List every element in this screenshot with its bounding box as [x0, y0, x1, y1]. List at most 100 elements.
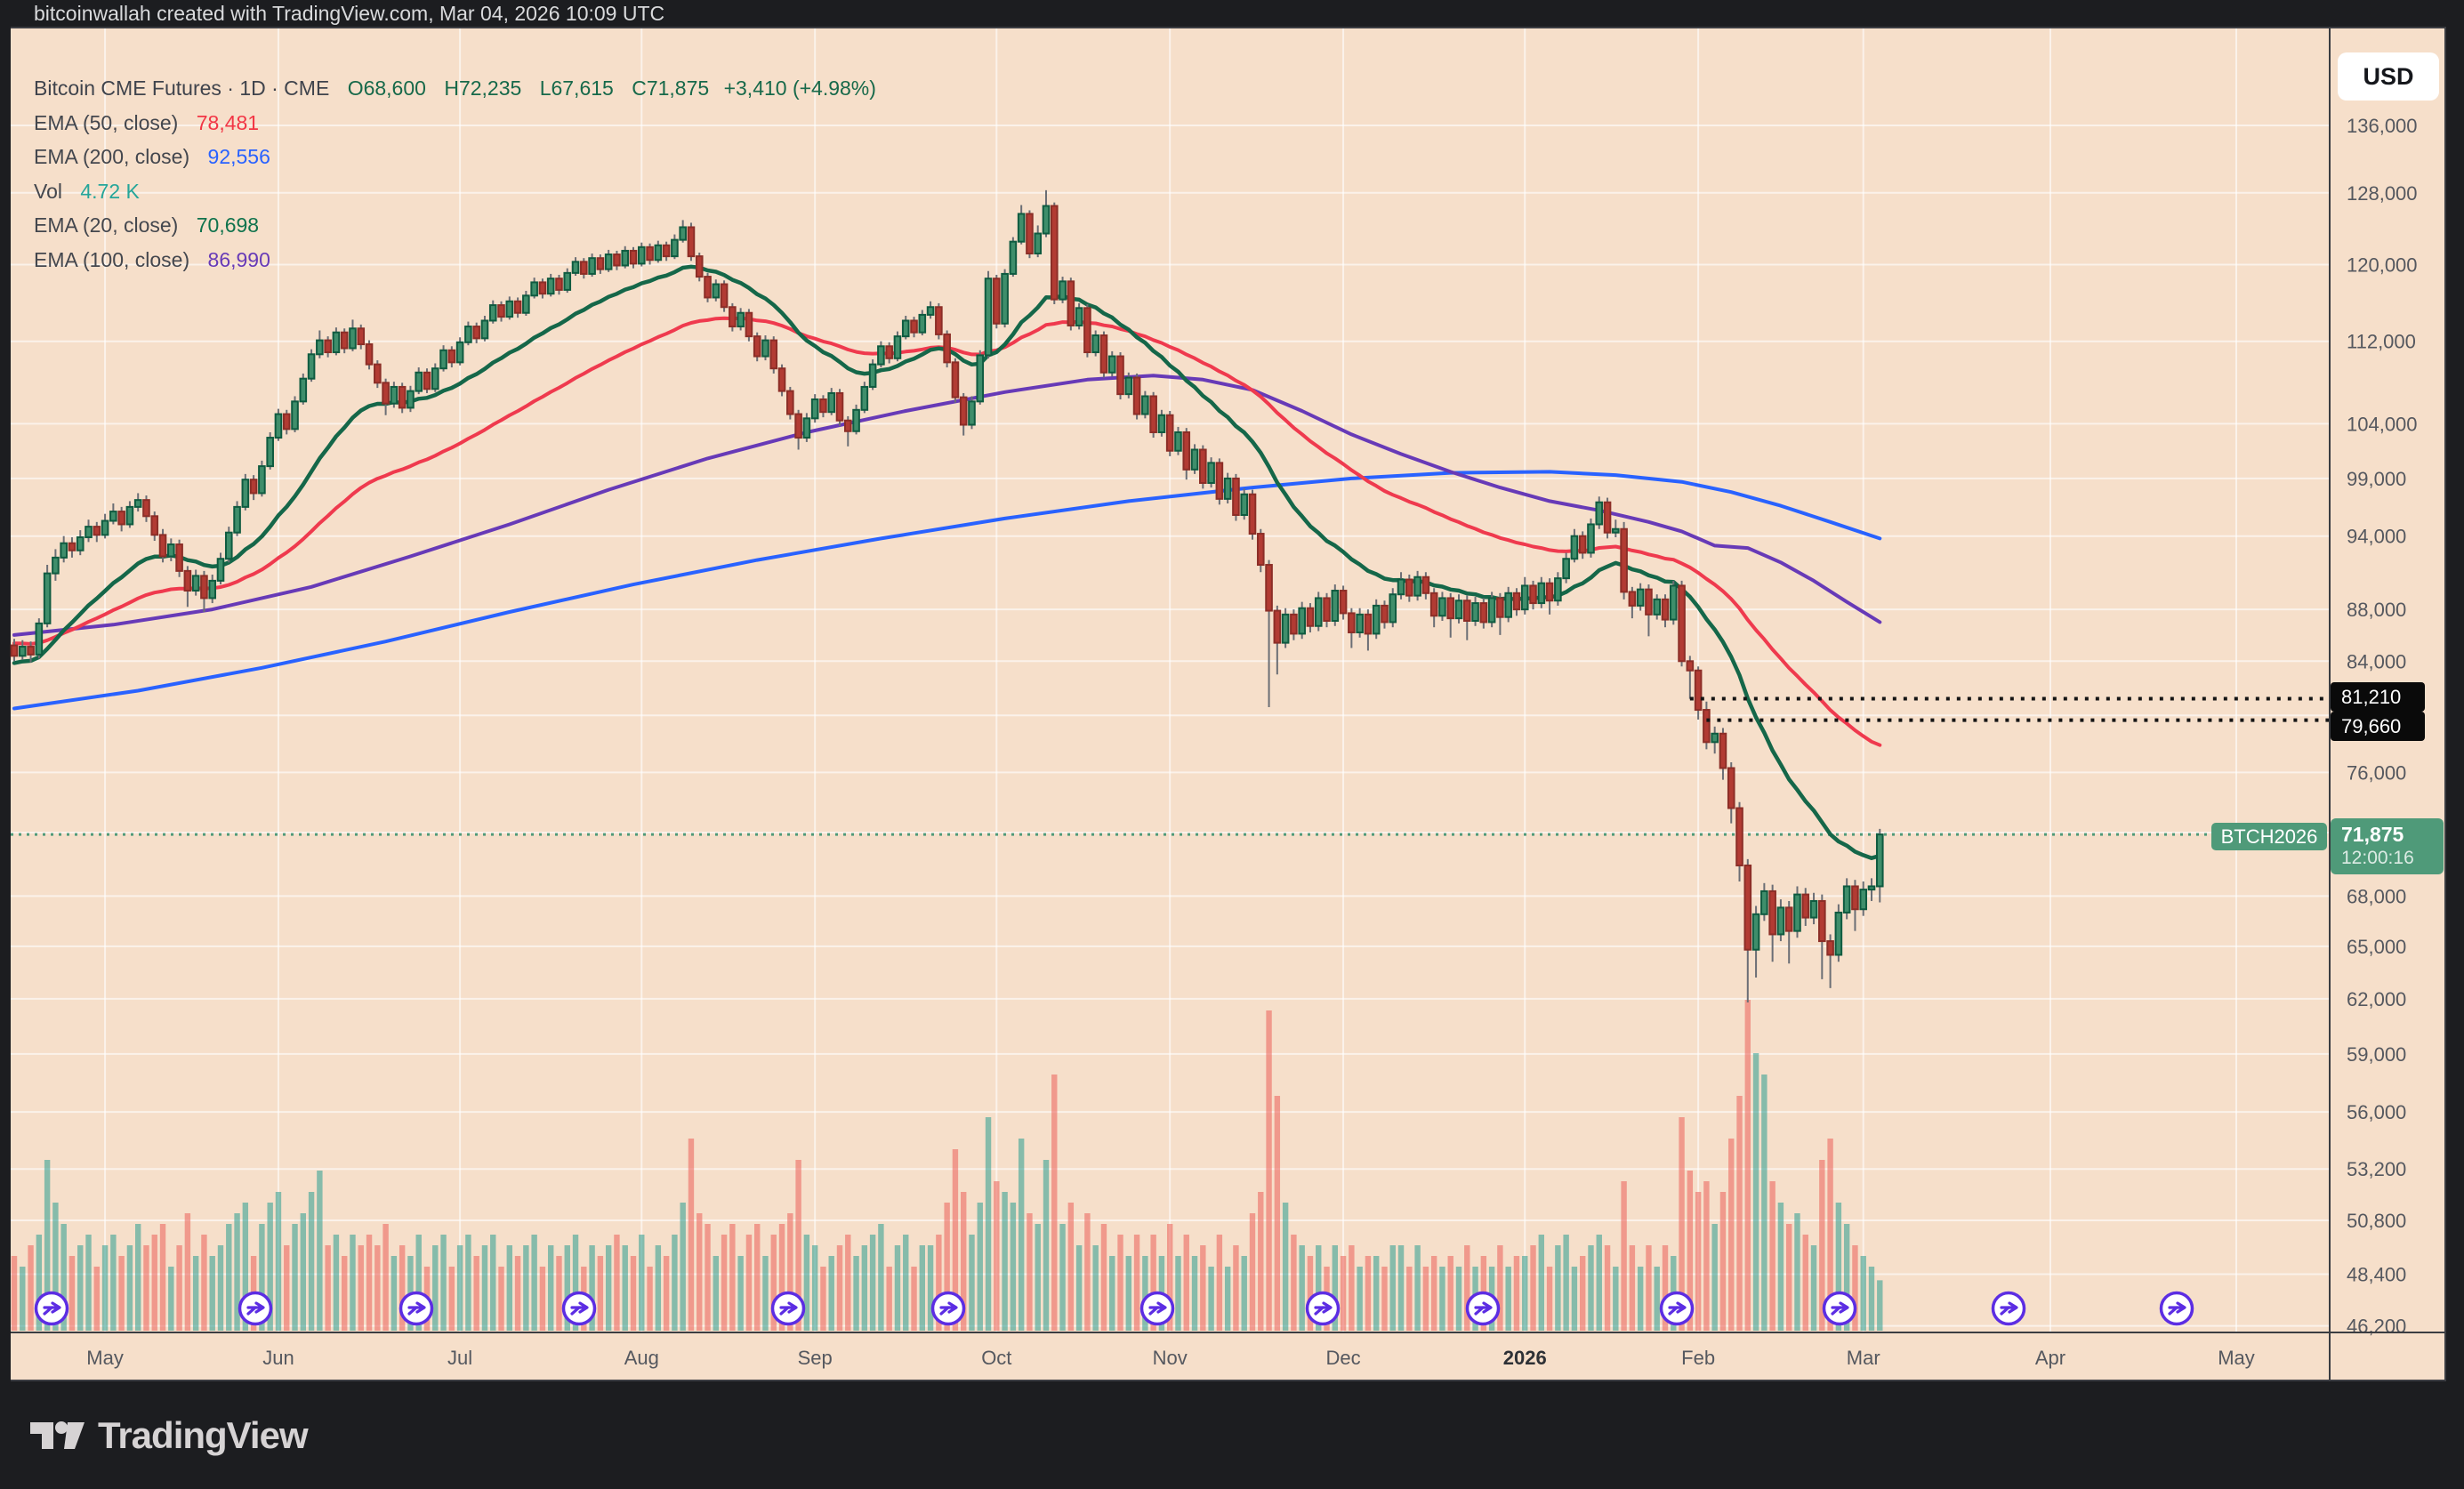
price-axis-label: 76,000 [2347, 761, 2406, 784]
candle-body [777, 367, 786, 392]
volume-bar [1332, 1245, 1338, 1331]
volume-bar [1406, 1267, 1413, 1331]
candle-body [1165, 414, 1174, 452]
candle-body [1389, 593, 1397, 624]
volume-bar [1464, 1245, 1470, 1331]
indicator-row-ema200[interactable]: EMA (200, close) 92,556 [34, 145, 270, 168]
candle-body [1661, 598, 1670, 621]
volume-bar [1695, 1192, 1702, 1331]
candle-body [1075, 307, 1083, 326]
chart-background [11, 27, 2446, 1380]
candle-body [538, 281, 547, 295]
candle-body [893, 335, 902, 359]
candle-body [629, 249, 638, 265]
price-axis-label: 84,000 [2347, 650, 2406, 672]
volume-bar [415, 1235, 422, 1331]
volume-bar [1786, 1224, 1792, 1331]
contract-roll-icon[interactable] [1305, 1291, 1341, 1326]
volume-bar [440, 1235, 447, 1331]
volume-bar [1637, 1267, 1644, 1331]
title-bar: bitcoinwallah created with TradingView.c… [0, 0, 2464, 27]
volume-bar [1868, 1267, 1875, 1331]
contract-roll-icon[interactable] [930, 1291, 966, 1326]
volume-bar [1109, 1256, 1115, 1331]
tradingview-logo[interactable]: TradingView [30, 1414, 309, 1457]
volume-bar [1084, 1213, 1091, 1331]
price-flag-81210[interactable]: 81,210 [2331, 682, 2425, 712]
volume-bar [60, 1224, 67, 1331]
symbol-row[interactable]: Bitcoin CME Futures · 1D · CME O68,600 H… [34, 71, 876, 106]
candle-body [1496, 597, 1504, 618]
candle-body [704, 276, 712, 299]
time-axis[interactable]: May Jun Jul Aug Sep Oct Nov Dec 2026 Feb Mar Apr May [86, 1347, 2254, 1369]
volume-bar [1580, 1256, 1586, 1331]
contract-roll-icon[interactable] [770, 1291, 806, 1326]
contract-roll-icon[interactable] [34, 1291, 69, 1326]
price-axis[interactable]: 136,000 128,000 120,000 112,000 104,000 99,00… [2347, 115, 2418, 1338]
month-label: May [86, 1347, 124, 1369]
volume-bar [969, 1235, 975, 1331]
contract-label-badge[interactable]: BTCH2026 [2211, 823, 2327, 850]
last-price-badge[interactable]: 71,875 12:00:16 [2331, 818, 2444, 874]
candle-body [1653, 598, 1662, 616]
volume-bar [1389, 1245, 1396, 1331]
candle-body [687, 226, 696, 258]
candle-body [1141, 395, 1149, 415]
month-label: Aug [624, 1347, 659, 1369]
candle-body [76, 536, 85, 551]
contract-roll-icon[interactable] [238, 1291, 273, 1326]
candle-body [423, 371, 431, 390]
price-flag-79660[interactable]: 79,660 [2331, 712, 2425, 741]
candle-body [1009, 240, 1018, 275]
candle-body [324, 339, 332, 354]
month-label: Sep [798, 1347, 833, 1369]
volume-bar [1530, 1245, 1536, 1331]
contract-roll-icon[interactable] [561, 1291, 597, 1326]
candle-body [1232, 477, 1240, 516]
candle-body [588, 257, 596, 275]
currency-usd-button[interactable]: USD [2338, 52, 2439, 101]
indicator-row-ema100[interactable]: EMA (100, close) 86,990 [34, 247, 270, 271]
tradingview-logo-icon [30, 1421, 85, 1449]
volume-bar [564, 1245, 570, 1331]
candle-body [720, 283, 729, 309]
contract-roll-icon[interactable] [1139, 1291, 1175, 1326]
indicator-row-volume[interactable]: Vol 4.72 K [34, 179, 140, 203]
volume-bar [713, 1256, 719, 1331]
candle-body [1826, 940, 1834, 956]
candle-body [1678, 584, 1686, 663]
candle-body [1381, 604, 1389, 624]
indicator-row-ema20[interactable]: EMA (20, close) 70,698 [34, 213, 260, 237]
volume-bar [374, 1245, 381, 1331]
volume-bar [878, 1224, 884, 1331]
candle-body [1323, 597, 1331, 622]
price-axis-label: 120,000 [2347, 254, 2418, 276]
contract-roll-icon[interactable] [399, 1291, 434, 1326]
contract-roll-icon[interactable] [1465, 1291, 1501, 1326]
contract-roll-icon[interactable] [1659, 1291, 1695, 1326]
month-label: Dec [1326, 1347, 1361, 1369]
indicator-row-ema50[interactable]: EMA (50, close) 78,481 [34, 110, 260, 134]
volume-bar [448, 1267, 455, 1331]
volume-bar [126, 1245, 133, 1331]
candle-body [497, 304, 505, 318]
volume-bar [697, 1213, 703, 1331]
volume-bar [1439, 1267, 1445, 1331]
candle-body [712, 283, 721, 299]
contract-roll-icon[interactable] [1822, 1291, 1857, 1326]
candle-body [43, 572, 52, 624]
candle-body [1703, 709, 1711, 744]
candle-body [729, 306, 737, 328]
volume-bar [927, 1245, 934, 1331]
candle-body [769, 339, 778, 370]
candle-body [1174, 431, 1182, 452]
candle-body [85, 526, 93, 539]
candle-body [282, 413, 291, 431]
candle-body [968, 400, 976, 426]
candle-body [1124, 376, 1133, 396]
contract-roll-icon[interactable] [2159, 1291, 2194, 1326]
volume-bar [1035, 1224, 1041, 1331]
contract-roll-icon[interactable] [1991, 1291, 2026, 1326]
